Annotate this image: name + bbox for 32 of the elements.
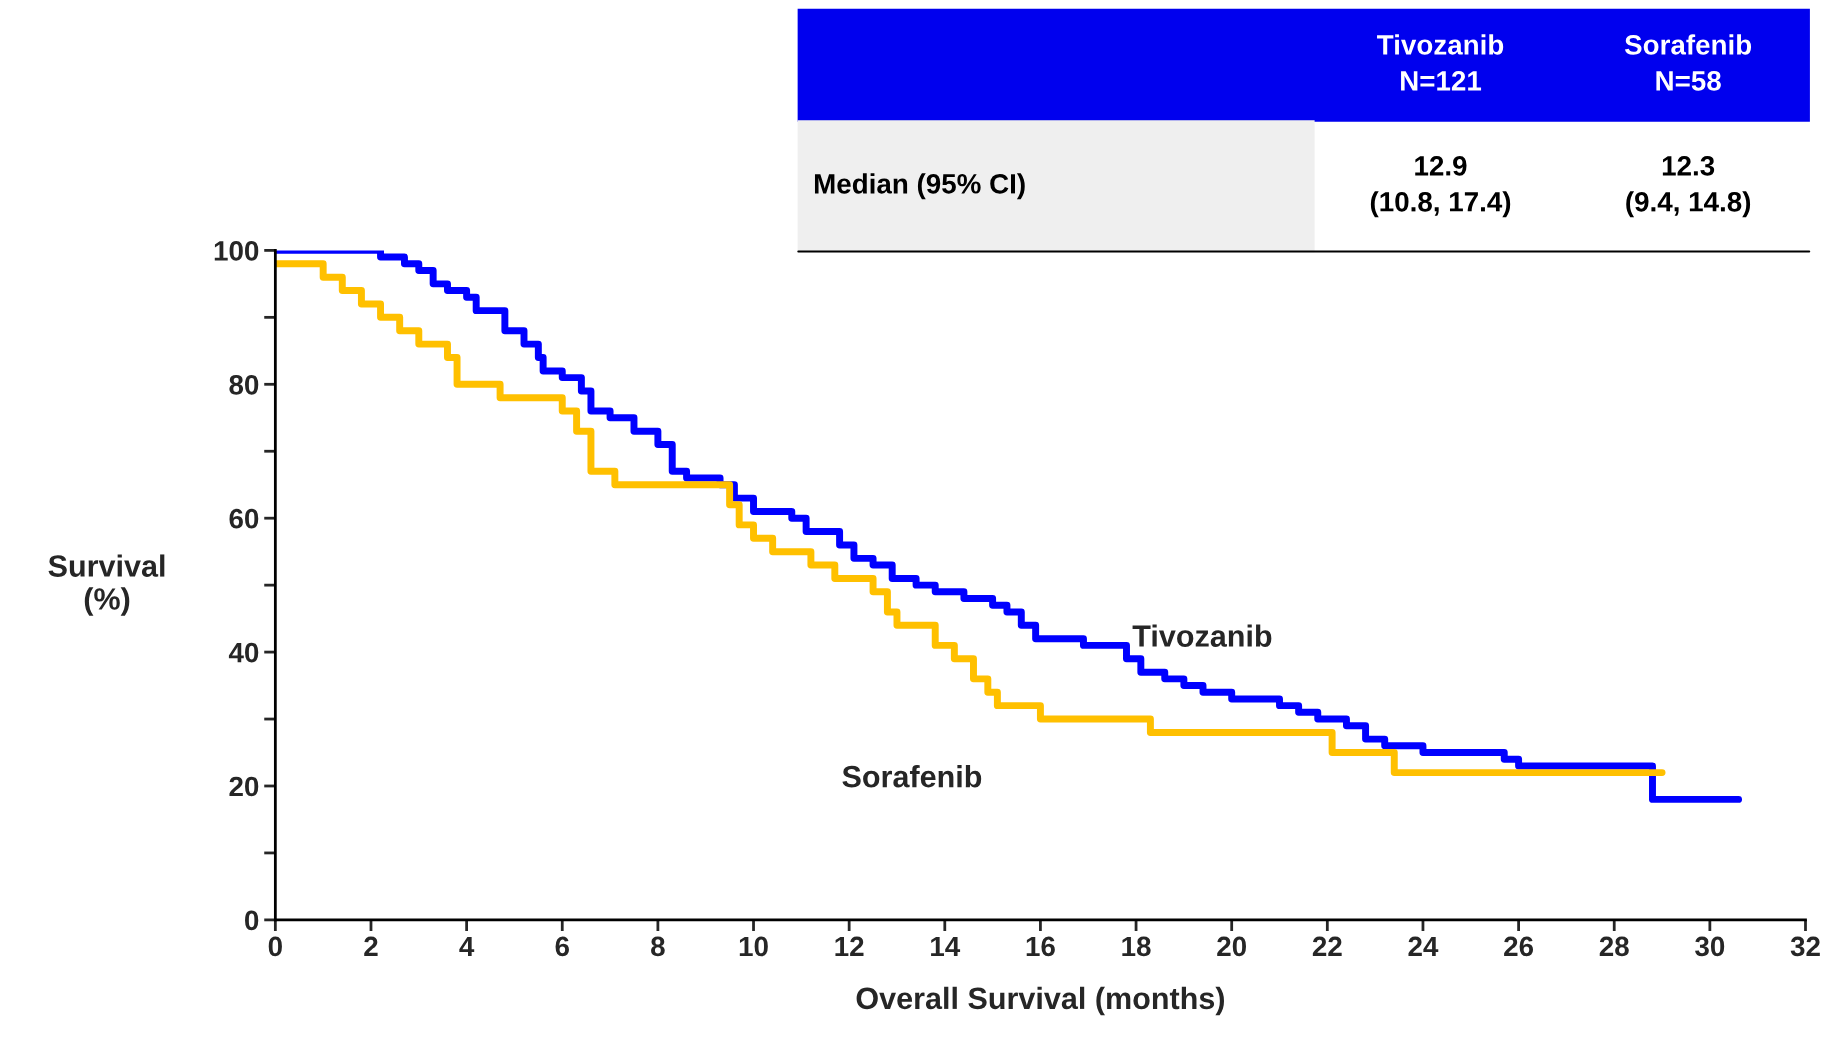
text: Sorafenib N=58	[1624, 34, 1752, 91]
text: Median (95% CI)	[814, 173, 1025, 200]
text: Sorafenib	[842, 765, 982, 788]
x-tick-label: 14	[931, 936, 961, 956]
x-tick-label: 6	[555, 936, 569, 957]
x-tick-label: 32	[1790, 936, 1820, 957]
x-tick-label: 16	[1026, 936, 1055, 957]
y-axis-title: Survival (%)	[48, 554, 165, 616]
x-tick-label: 2	[364, 936, 378, 956]
series-label: Tivozanib	[1132, 624, 1272, 647]
x-tick-label: 12	[835, 936, 864, 956]
x-tick-label: 24	[1408, 936, 1439, 956]
y-tick-label: 40	[228, 642, 259, 663]
x-axis-title: Overall Survival (months)	[856, 986, 1224, 1016]
y-tick-label: 60	[229, 508, 259, 529]
x-tick-label: 20	[1217, 936, 1246, 957]
x-tick-label: 28	[1599, 936, 1629, 957]
text: 12.9 (10.8, 17.4)	[1370, 156, 1511, 218]
x-tick-label: 0	[268, 936, 282, 957]
y-tick-label: 0	[245, 910, 259, 931]
y-tick-label: 80	[229, 374, 259, 395]
text: Tivozanib N=121	[1377, 34, 1504, 91]
x-tick-label: 10	[739, 936, 768, 957]
text: 12.3 (9.4, 14.8)	[1626, 156, 1751, 218]
y-tick-label: 20	[229, 776, 259, 797]
x-tick-label: 26	[1504, 936, 1534, 957]
x-tick-label: 22	[1312, 936, 1342, 956]
x-tick-label: 30	[1695, 936, 1725, 957]
x-tick-label: 4	[459, 936, 475, 956]
y-tick-label: 100	[214, 241, 259, 261]
x-tick-label: 8	[651, 936, 665, 957]
x-tick-label: 18	[1122, 936, 1151, 957]
